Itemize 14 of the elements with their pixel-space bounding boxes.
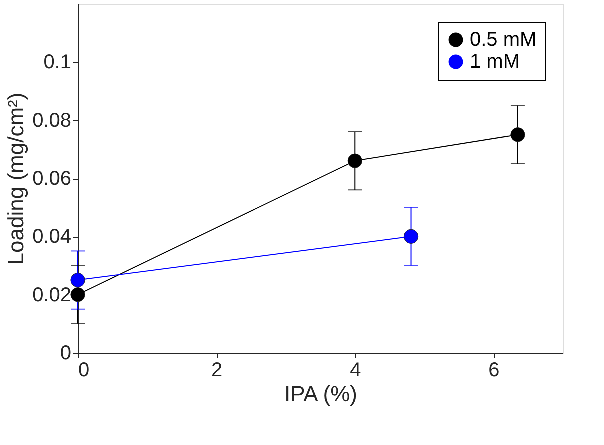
legend-label: 0.5 mM [470,29,537,51]
x-axis-title: IPA (%) [284,382,358,406]
x-tick-label: 4 [350,360,362,382]
legend-label: 1 mM [470,51,520,73]
y-tick-label: 0.1 [44,52,72,74]
x-tick-label: 6 [488,360,500,382]
y-tick-label: 0.02 [32,284,72,306]
y-tick-label: 0.08 [32,110,72,132]
y-tick-label: 0.04 [32,226,72,248]
y-tick-label: 0.06 [32,168,72,190]
y-axis-title: Loading (mg/cm²) [4,92,29,266]
x-tick-label: 0 [78,360,90,382]
y-tick-label: 0 [60,342,72,364]
x-tick-label: 2 [212,360,223,382]
